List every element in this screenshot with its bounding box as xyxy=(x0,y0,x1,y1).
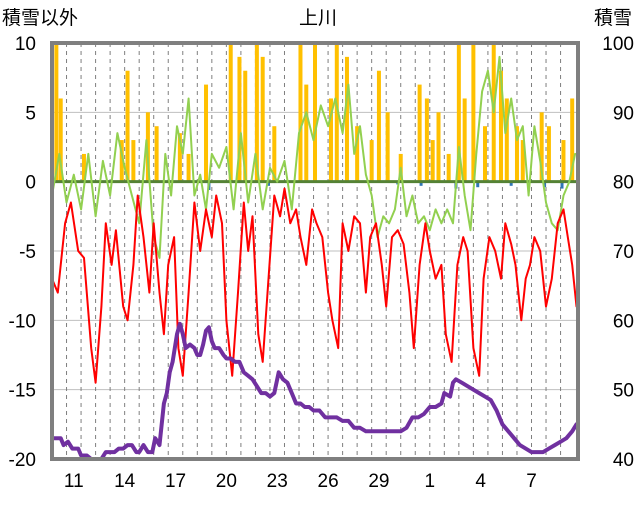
snowfall-bar xyxy=(243,70,248,182)
plot-frame xyxy=(50,41,580,461)
x-tick-label: 29 xyxy=(368,471,389,492)
snowfall-bar xyxy=(204,84,209,182)
snowfall-bar xyxy=(436,112,441,182)
left-axis-ticks: 10 5 0 -5 -10 -15 -20 xyxy=(9,34,36,471)
snowfall-bar xyxy=(254,43,259,182)
snowfall-bar xyxy=(417,84,422,182)
right-tick-label: 90 xyxy=(613,103,634,124)
left-tick-label: -20 xyxy=(9,450,36,471)
snowfall-bar xyxy=(272,126,277,182)
snowfall-bar xyxy=(504,98,509,182)
precip-bar xyxy=(543,181,547,188)
right-tick-label: 80 xyxy=(613,173,634,194)
precip-bar xyxy=(476,181,480,188)
snowfall-bar xyxy=(539,112,544,182)
chart-title: 上川 xyxy=(299,7,337,29)
snowfall-bar xyxy=(58,98,63,182)
left-tick-label: 5 xyxy=(25,103,36,124)
snowfall-bar xyxy=(462,98,467,182)
snowfall-bar xyxy=(154,126,159,182)
left-tick-label: -10 xyxy=(9,311,36,332)
snowfall-bar xyxy=(483,126,488,182)
x-tick-label: 1 xyxy=(425,471,436,492)
snowfall-bar xyxy=(514,126,519,182)
snowfall-bar xyxy=(125,70,130,182)
snowfall-bar xyxy=(369,140,374,182)
snowfall-bar xyxy=(570,98,575,182)
temperature-line xyxy=(51,187,578,384)
snowfall-bar xyxy=(313,43,317,182)
snowfall-bar xyxy=(344,56,349,182)
snowfall-bar xyxy=(446,153,451,182)
snowfall-bar xyxy=(177,133,182,182)
snowfall-bar xyxy=(228,43,233,182)
x-tick-label: 4 xyxy=(475,471,486,492)
x-tick-label: 23 xyxy=(267,471,288,492)
snowfall-bar xyxy=(237,56,242,182)
snowfall-bar xyxy=(424,98,429,182)
left-tick-label: 10 xyxy=(15,34,36,55)
precip-bar xyxy=(267,181,271,186)
snowfall-bar xyxy=(54,43,59,182)
snowfall-bar xyxy=(430,140,435,182)
snowfall-bar xyxy=(260,56,265,182)
x-tick-label: 20 xyxy=(216,471,237,492)
humidity-line xyxy=(51,55,577,259)
left-tick-label: 0 xyxy=(25,173,36,194)
snowfall-bar xyxy=(376,70,381,182)
left-axis-label: 積雪以外 xyxy=(2,7,78,29)
line-series xyxy=(50,55,579,461)
right-tick-label: 50 xyxy=(613,381,634,402)
x-tick-label: 17 xyxy=(165,471,186,492)
snowfall-bar xyxy=(131,140,136,182)
right-tick-label: 60 xyxy=(613,311,634,332)
right-axis-label: 積雪 xyxy=(594,7,632,29)
x-tick-label: 11 xyxy=(64,471,84,492)
snowfall-bar xyxy=(546,126,551,182)
precip-bar xyxy=(509,181,513,186)
snowfall-bar xyxy=(471,43,476,182)
x-tick-label: 7 xyxy=(526,471,537,492)
snowfall-bar xyxy=(304,84,309,182)
snowfall-bar xyxy=(334,43,339,182)
snowfall-bar xyxy=(298,43,303,182)
x-axis-ticks: 11 14 17 20 23 26 29 1 4 7 xyxy=(64,471,537,492)
right-tick-label: 70 xyxy=(613,242,634,263)
left-tick-label: -5 xyxy=(19,242,36,263)
snowfall-bar xyxy=(81,153,86,182)
snowfall-bar xyxy=(119,140,124,182)
snow_depth-line xyxy=(50,321,579,461)
right-tick-label: 100 xyxy=(602,34,634,55)
precip-bar xyxy=(560,181,564,189)
left-tick-label: -15 xyxy=(9,381,36,402)
x-tick-label: 26 xyxy=(318,471,339,492)
snowfall-bar xyxy=(328,98,333,182)
x-tick-label: 14 xyxy=(114,471,136,492)
snowfall-bar xyxy=(385,112,390,182)
snowfall-bar xyxy=(520,140,525,182)
snowfall-bar xyxy=(498,70,503,182)
precip-bar xyxy=(419,181,423,186)
snowfall-bar xyxy=(456,43,461,182)
right-axis-ticks: 100 90 80 70 60 50 40 xyxy=(602,34,634,471)
snowfall-bar xyxy=(355,126,360,182)
snowfall-bar xyxy=(186,153,191,182)
snowfall-bar xyxy=(561,140,566,182)
right-tick-label: 40 xyxy=(613,450,634,471)
